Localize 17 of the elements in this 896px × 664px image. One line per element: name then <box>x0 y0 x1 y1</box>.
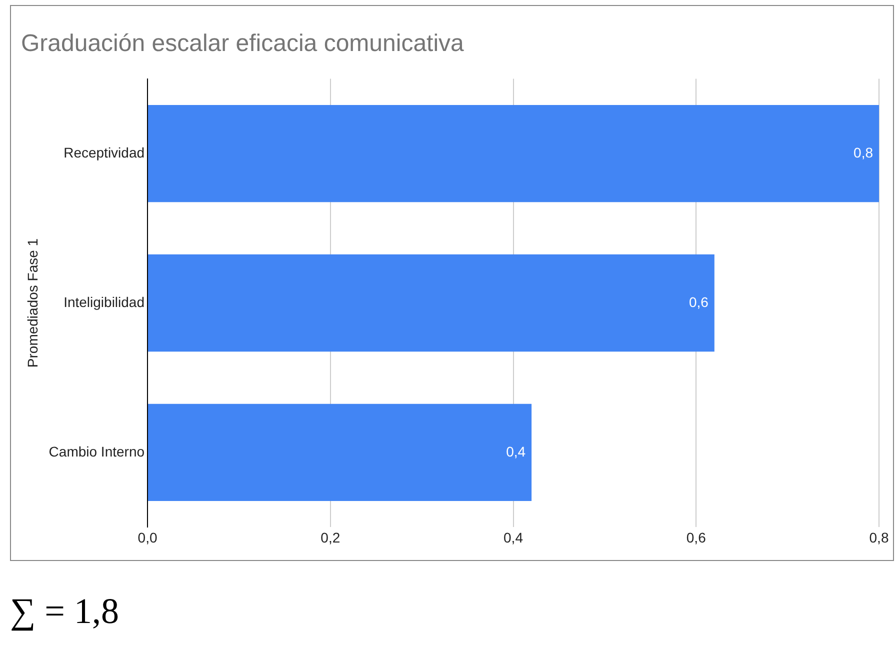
y-tick-label: Receptividad <box>64 144 145 160</box>
bar <box>148 404 532 502</box>
x-tick-label: 0,2 <box>320 529 340 546</box>
x-tick-label: 0,8 <box>869 529 889 546</box>
y-tick-label: Inteligibilidad <box>64 294 145 310</box>
chart-title: Graduación escalar eficacia comunicativa <box>21 30 465 58</box>
data-label: 0,6 <box>688 294 709 310</box>
x-tick-label: 0,4 <box>504 529 524 546</box>
data-label: 0,4 <box>506 443 526 460</box>
data-label: 0,8 <box>854 144 874 160</box>
y-tick-label: Cambio Interno <box>48 443 145 460</box>
bar <box>148 254 714 352</box>
y-axis-title: Promediados Fase 1 <box>24 238 40 368</box>
x-tick-label: 0,0 <box>138 529 158 546</box>
text: ∑ = 1,8 <box>10 590 119 632</box>
x-tick-label: 0,6 <box>686 529 706 546</box>
bar <box>148 104 879 202</box>
